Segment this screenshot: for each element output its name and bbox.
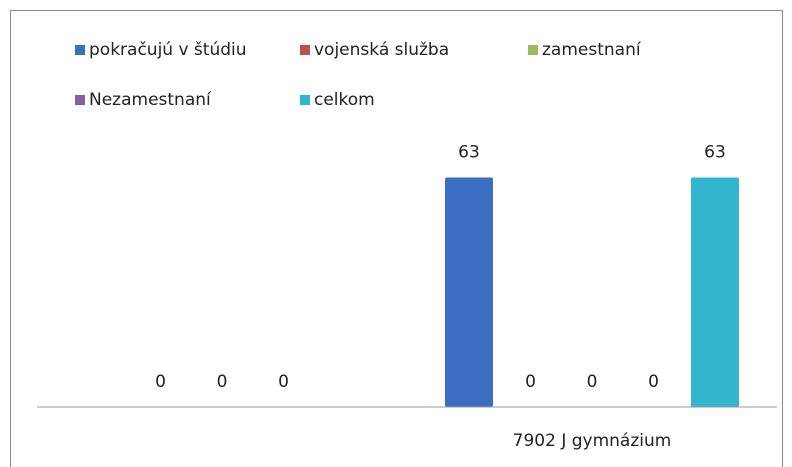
legend-swatch: [300, 95, 310, 105]
legend-swatch: [528, 45, 538, 55]
data-label: 0: [217, 372, 228, 392]
data-label: 0: [648, 372, 659, 392]
legend-label: Nezamestnaní: [89, 90, 212, 110]
legend-label: celkom: [314, 90, 375, 110]
legend-label: pokračujú v štúdiu: [89, 40, 247, 60]
data-label: 0: [155, 372, 166, 392]
legend-swatch: [300, 45, 310, 55]
bar: [691, 177, 739, 407]
data-label: 0: [587, 372, 598, 392]
x-tick-label: 7902 J gymnázium: [513, 431, 672, 451]
legend-swatch: [75, 45, 85, 55]
chart-frame: [10, 10, 783, 467]
data-label: 0: [278, 372, 289, 392]
legend-label: zamestnaní: [542, 40, 642, 60]
bar: [445, 177, 493, 407]
legend-swatch: [75, 95, 85, 105]
data-label: 0: [525, 372, 536, 392]
data-label: 63: [458, 143, 480, 163]
data-label: 63: [704, 143, 726, 163]
legend-label: vojenská služba: [314, 40, 449, 60]
